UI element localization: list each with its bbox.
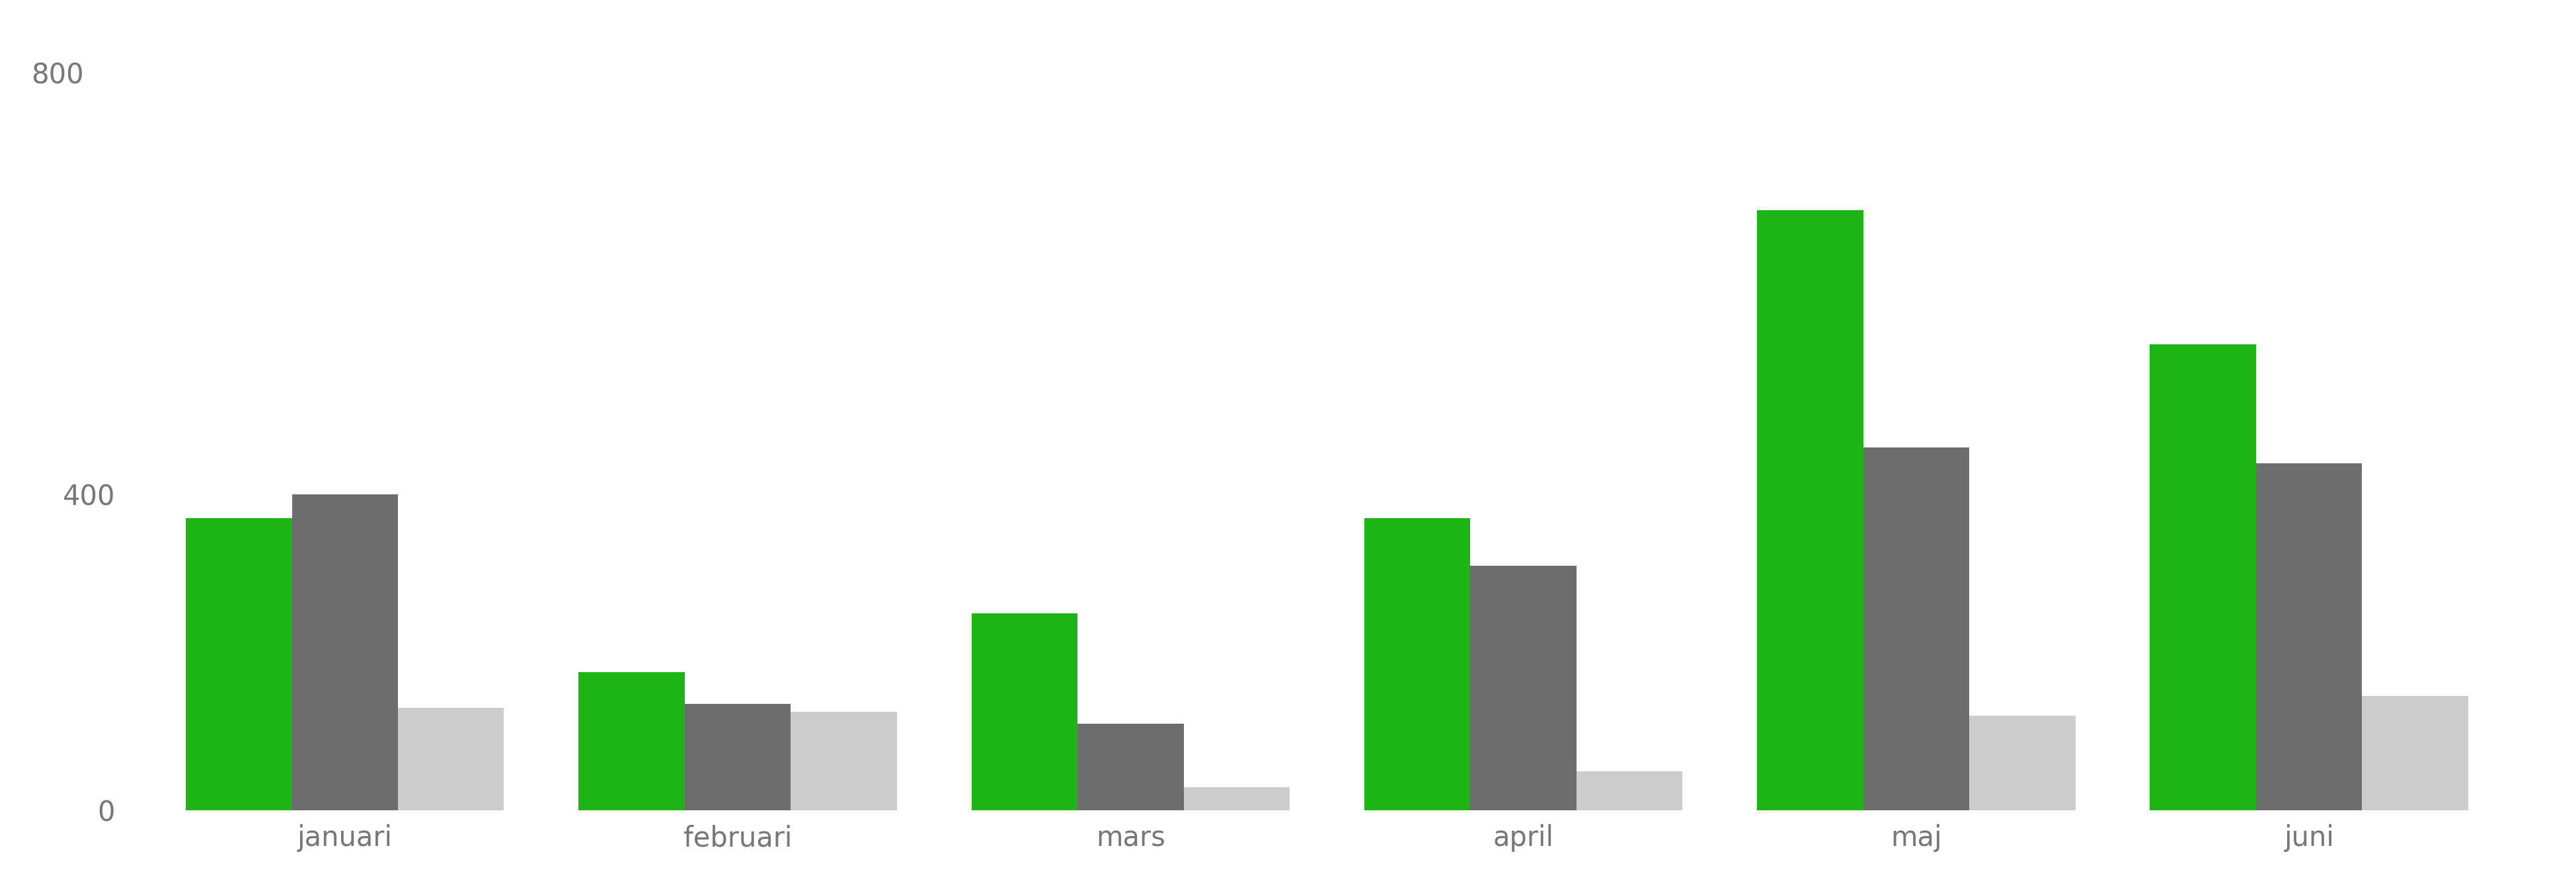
Bar [1182, 787, 1291, 811]
Bar [2257, 463, 2362, 811]
Text: 800: 800 [31, 62, 82, 90]
Bar [1968, 715, 2074, 811]
Bar [791, 712, 896, 811]
Bar [2148, 344, 2257, 811]
Bar [1862, 448, 1968, 811]
Bar [971, 613, 1077, 811]
Bar [397, 707, 505, 811]
Bar [2362, 696, 2468, 811]
Bar [580, 672, 685, 811]
Bar [1757, 211, 1862, 811]
Bar [291, 494, 397, 811]
Bar [685, 704, 791, 811]
Bar [1077, 723, 1182, 811]
Bar [185, 518, 291, 811]
Bar [1471, 566, 1577, 811]
Bar [1577, 771, 1682, 811]
Bar [1363, 518, 1471, 811]
